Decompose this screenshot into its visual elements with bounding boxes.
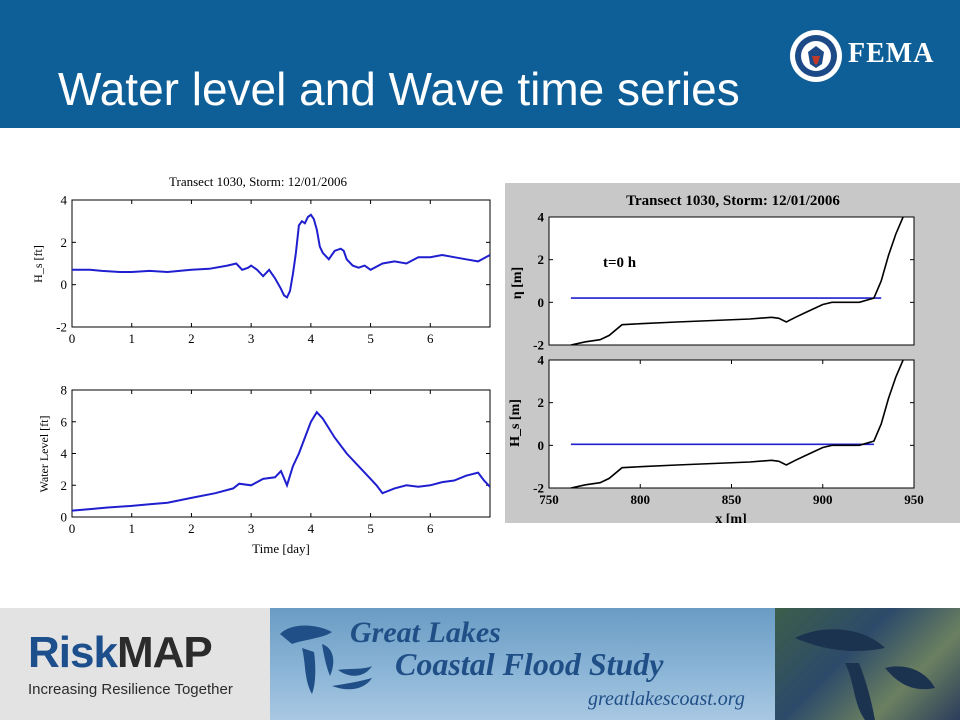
y-tick-label: -2 <box>56 320 67 335</box>
x-tick-label: 800 <box>631 492 651 507</box>
x-tick-label: 5 <box>367 521 374 536</box>
x-tick-label: 1 <box>128 331 135 346</box>
x-tick-label: 3 <box>248 331 255 346</box>
x-axis-label: Time [day] <box>252 541 310 556</box>
study-url: greatlakescoast.org <box>588 688 745 710</box>
riskmap-wordmark: RiskMAP <box>28 628 213 677</box>
x-tick-label: 2 <box>188 331 195 346</box>
series-line-hs <box>72 213 490 299</box>
plot-area-2 <box>548 359 915 489</box>
study-title-line1: Great Lakes <box>350 616 501 649</box>
time-annotation: t=0 h <box>603 255 637 271</box>
x-tick-label: 0 <box>69 331 76 346</box>
series-line-profile <box>570 217 904 345</box>
x-tick-label: 6 <box>427 521 434 536</box>
x-tick-label: 4 <box>308 331 315 346</box>
y-tick-label: 0 <box>61 277 68 292</box>
great-lakes-map-icon <box>280 625 372 694</box>
y-tick-label: 2 <box>61 478 68 493</box>
study-title-line2: Coastal Flood Study <box>395 646 664 682</box>
y-axis-label: η [m] <box>510 267 525 299</box>
y-tick-label: -2 <box>533 338 544 353</box>
y-tick-label: 0 <box>538 438 545 453</box>
series-line-hs <box>72 410 490 512</box>
y-tick-label: 0 <box>538 295 545 310</box>
header-bar: Water level and Wave time series FEMA <box>0 0 960 128</box>
slide-title: Water level and Wave time series <box>58 63 740 115</box>
riskmap-tagline: Increasing Resilience Together <box>28 681 233 698</box>
x-tick-label: 950 <box>904 492 924 507</box>
y-tick-label: 6 <box>61 414 68 429</box>
y-tick-label: 4 <box>538 353 545 368</box>
y-axis-label: H_s [ft] <box>31 245 45 283</box>
riskmap-logo: RiskMAP Increasing Resilience Together <box>0 608 270 720</box>
fema-logo-text: FEMA <box>848 38 935 69</box>
plot-area-2 <box>71 389 491 518</box>
x-tick-label: 850 <box>722 492 742 507</box>
x-tick-label: 3 <box>248 521 255 536</box>
y-tick-label: 2 <box>538 395 545 410</box>
y-axis-label: Water Level [ft] <box>37 416 51 493</box>
x-tick-label: 900 <box>813 492 833 507</box>
x-tick-label: 0 <box>69 521 76 536</box>
satellite-lakes-graphic <box>795 629 935 720</box>
y-tick-label: 8 <box>61 383 68 398</box>
y-axis-label: H_s [m] <box>508 399 523 447</box>
plot-area-1 <box>548 216 915 346</box>
x-tick-label: 2 <box>188 521 195 536</box>
y-tick-label: 2 <box>538 252 545 267</box>
x-tick-label: 1 <box>128 521 135 536</box>
y-tick-label: 4 <box>61 193 68 208</box>
x-tick-label: 5 <box>367 331 374 346</box>
great-lakes-study-banner: Great Lakes Coastal Flood Study greatlak… <box>270 608 775 720</box>
x-tick-label: 750 <box>539 492 559 507</box>
satellite-image <box>775 608 960 720</box>
x-axis-label: x [m] <box>715 512 747 523</box>
series-line-profile <box>570 360 904 488</box>
dhs-seal-icon <box>790 30 842 82</box>
x-tick-label: 4 <box>308 521 315 536</box>
plot-area-1 <box>71 199 491 328</box>
y-tick-label: 4 <box>61 446 68 461</box>
y-tick-label: 4 <box>538 210 545 225</box>
footer-banner: RiskMAP Increasing Resilience Together G… <box>0 608 960 720</box>
chart-title: Transect 1030, Storm: 12/01/2006 <box>169 174 347 189</box>
x-tick-label: 6 <box>427 331 434 346</box>
y-tick-label: -2 <box>533 481 544 496</box>
y-tick-label: 2 <box>61 235 68 250</box>
right-transect-figure: Transect 1030, Storm: 12/01/2006-2024-20… <box>505 183 960 523</box>
chart-title: Transect 1030, Storm: 12/01/2006 <box>626 193 840 209</box>
y-tick-label: 0 <box>61 510 68 525</box>
